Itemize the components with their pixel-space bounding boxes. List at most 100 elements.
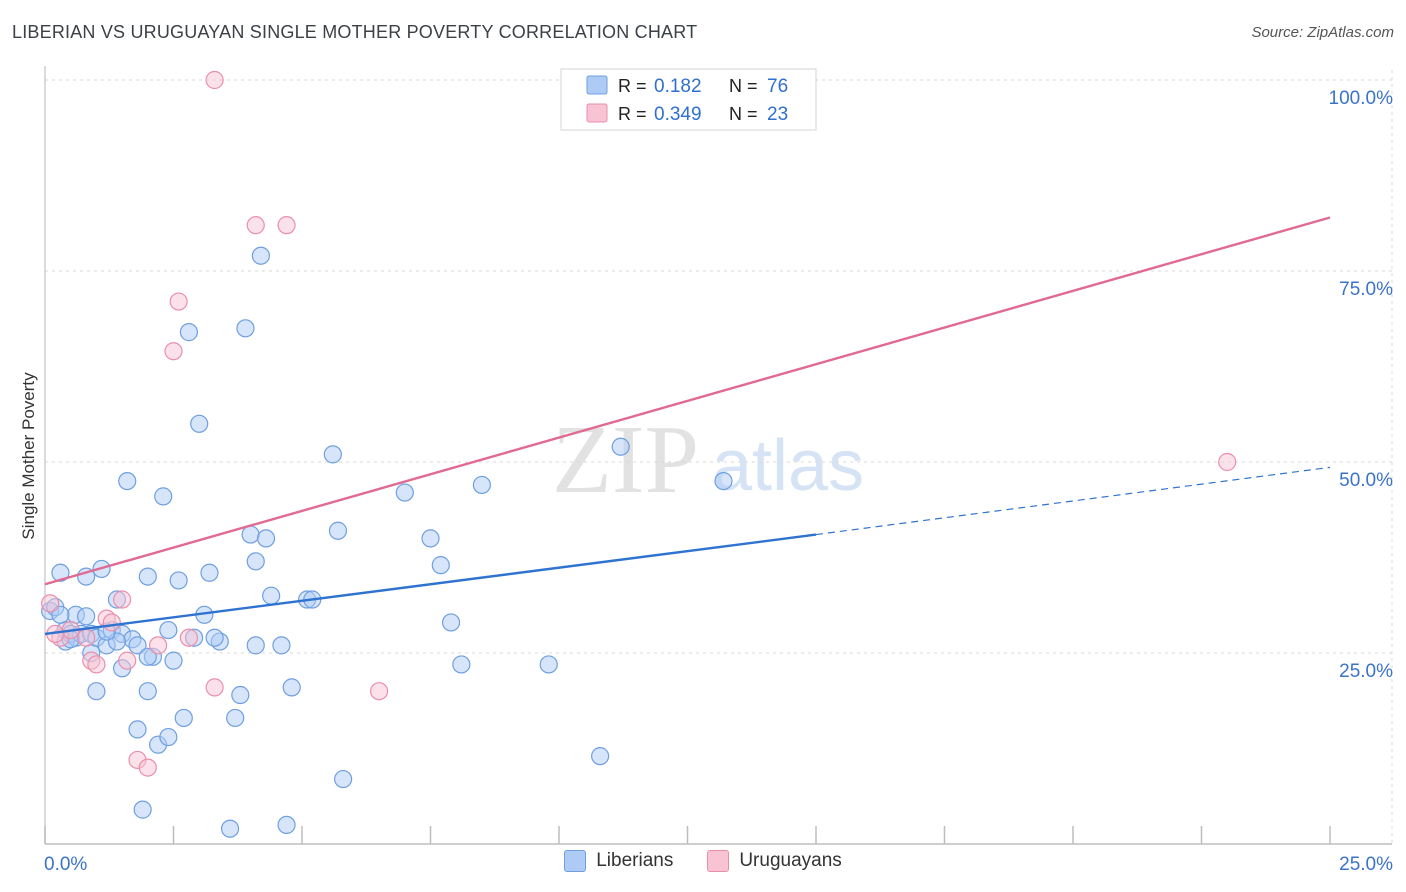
liberian-point xyxy=(539,655,558,674)
liberians-label: Liberians xyxy=(596,850,674,871)
legend-r-label-1: R = xyxy=(618,76,647,96)
liberian-point xyxy=(154,487,173,506)
liberian-point xyxy=(77,607,96,626)
liberian-point xyxy=(328,521,348,540)
legend-n-label-1: N = xyxy=(729,76,758,96)
liberian-point xyxy=(421,529,440,548)
stats-legend: R = 0.182 N = 76 R = 0.349 N = 23 xyxy=(560,68,817,131)
liberian-point xyxy=(262,586,281,605)
legend-n-value-1: 76 xyxy=(767,76,788,97)
uruguayan-trend-line xyxy=(44,216,1331,586)
legend-item-uruguayans[interactable]: Uruguayans xyxy=(707,850,842,872)
legend-r-label-2: R = xyxy=(618,104,647,124)
legend-swatch-liberians xyxy=(586,75,608,95)
liberian-point xyxy=(205,628,224,647)
uruguayans-swatch xyxy=(707,850,730,872)
uruguayan-point xyxy=(118,651,137,670)
legend-r-value-2: 0.349 xyxy=(654,104,702,125)
liberian-point xyxy=(282,678,301,697)
liberian-point xyxy=(164,651,183,670)
uruguayan-point xyxy=(138,758,157,777)
liberian-point xyxy=(226,708,245,728)
uruguayan-point xyxy=(169,292,188,311)
legend-item-liberians[interactable]: Liberians xyxy=(564,850,673,872)
liberian-point xyxy=(452,655,471,674)
uruguayan-point xyxy=(112,590,132,609)
liberians-swatch xyxy=(564,850,587,872)
liberian-point xyxy=(246,552,265,571)
liberian-point xyxy=(159,727,178,747)
liberian-point xyxy=(714,472,733,491)
liberian-point xyxy=(133,800,152,819)
liberian-point xyxy=(128,720,147,739)
source-label: Source: ZipAtlas.com xyxy=(1251,24,1394,41)
liberian-point xyxy=(179,323,199,342)
liberian-point xyxy=(277,815,296,835)
uruguayan-point xyxy=(87,655,106,674)
liberian-point xyxy=(251,246,270,265)
x-tick-label: 0.0% xyxy=(44,854,87,875)
uruguayan-point xyxy=(277,216,296,235)
liberian-point xyxy=(256,529,276,548)
legend-n-label-2: N = xyxy=(729,104,758,124)
uruguayan-point xyxy=(164,342,183,361)
uruguayan-point xyxy=(77,628,96,647)
y-axis-title: Single Mother Poverty xyxy=(19,372,38,540)
liberian-trend-line xyxy=(44,533,817,636)
liberian-point xyxy=(200,563,219,582)
liberian-point xyxy=(159,620,178,640)
liberian-point xyxy=(611,437,630,456)
liberian-point xyxy=(174,708,193,728)
liberian-point xyxy=(231,685,250,705)
legend-r-value-1: 0.182 xyxy=(654,76,702,97)
liberian-point xyxy=(220,819,240,838)
liberian-point xyxy=(138,682,157,701)
liberian-points xyxy=(41,246,733,838)
y-tick-label: 25.0% xyxy=(1339,661,1393,682)
liberian-trend-extension xyxy=(815,466,1331,536)
liberian-point xyxy=(334,769,353,789)
liberian-point xyxy=(395,483,414,502)
x-tick-label: 25.0% xyxy=(1339,854,1393,875)
legend-swatch-uruguayans xyxy=(586,103,608,123)
liberian-point xyxy=(236,319,255,338)
uruguayan-point xyxy=(246,216,265,235)
watermark-zip: ZIP xyxy=(552,406,699,514)
liberian-point xyxy=(51,605,70,624)
liberian-point xyxy=(118,472,137,491)
uruguayan-points xyxy=(41,70,1237,777)
uruguayan-point xyxy=(41,594,60,613)
liberian-point xyxy=(472,475,491,495)
liberian-point xyxy=(591,747,610,766)
liberian-point xyxy=(323,445,342,464)
liberian-point xyxy=(128,636,147,655)
chart-title: LIBERIAN VS URUGUAYAN SINGLE MOTHER POVE… xyxy=(12,22,698,42)
y-tick-label: 50.0% xyxy=(1339,470,1393,491)
y-tick-label: 75.0% xyxy=(1339,279,1393,300)
uruguayan-point xyxy=(205,678,224,697)
liberian-point xyxy=(441,613,461,632)
legend-n-value-2: 23 xyxy=(767,104,788,125)
liberian-point xyxy=(138,567,157,586)
trend-lines xyxy=(44,216,1331,636)
uruguayan-point xyxy=(148,636,168,655)
uruguayan-point xyxy=(370,682,389,701)
uruguayan-point xyxy=(102,613,121,632)
uruguayan-point xyxy=(179,628,199,647)
tick-labels: 100.0% 75.0% 50.0% 25.0% 0.0% 25.0% xyxy=(44,88,1393,875)
liberian-point xyxy=(272,636,291,655)
y-tick-label: 100.0% xyxy=(1329,88,1394,109)
liberian-point xyxy=(138,647,157,666)
liberian-point xyxy=(431,556,450,575)
watermark-atlas: atlas xyxy=(712,426,864,506)
uruguayans-label: Uruguayans xyxy=(739,850,842,871)
liberian-point xyxy=(87,682,106,701)
liberian-point xyxy=(169,571,188,590)
uruguayan-point xyxy=(1218,452,1237,472)
axes xyxy=(44,66,1392,845)
bottom-legend: Liberians Uruguayans xyxy=(0,850,1406,872)
liberian-point xyxy=(241,525,260,544)
uruguayan-point xyxy=(205,70,224,90)
liberian-point xyxy=(246,636,265,655)
